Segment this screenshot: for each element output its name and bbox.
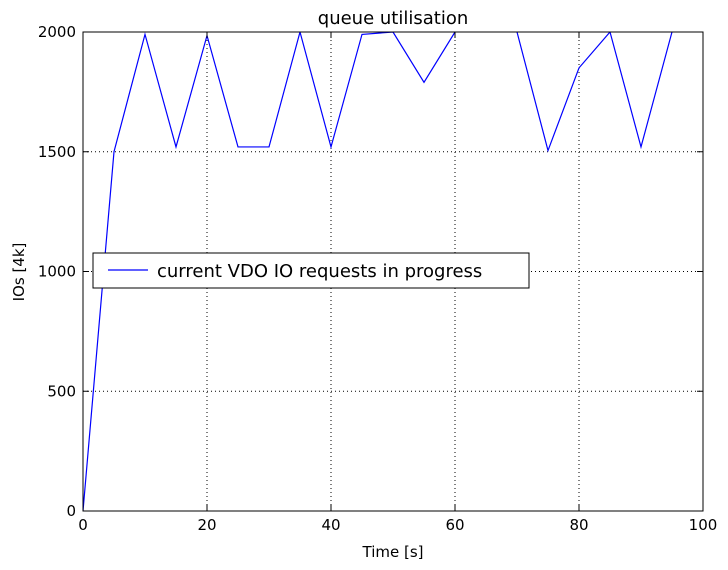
y-tick-label: 0 [66, 502, 76, 520]
x-tick-labels: 0 20 40 60 80 100 [78, 516, 717, 534]
y-axis-label: IOs [4k] [10, 243, 28, 302]
grid-lines [83, 32, 703, 511]
y-tick-label: 1500 [38, 143, 76, 161]
x-tick-label: 100 [689, 516, 718, 534]
series-layer [83, 32, 673, 511]
x-tick-label: 20 [197, 516, 216, 534]
x-tick-label: 0 [78, 516, 88, 534]
legend-label: current VDO IO requests in progress [157, 261, 482, 282]
y-tick-label: 500 [47, 382, 76, 400]
legend-box [92, 252, 530, 289]
x-tick-label: 80 [569, 516, 588, 534]
legend: current VDO IO requests in progress [92, 252, 530, 289]
x-tick-label: 40 [321, 516, 340, 534]
x-axis-label: Time [s] [362, 543, 424, 561]
y-tick-label: 1000 [38, 263, 76, 281]
series-line-0 [83, 32, 673, 511]
y-tick-label: 2000 [38, 23, 76, 41]
chart-title: queue utilisation [318, 8, 468, 29]
y-tick-labels: 0 500 1000 1500 2000 [38, 23, 76, 520]
x-tick-label: 60 [445, 516, 464, 534]
tick-marks [82, 31, 704, 512]
